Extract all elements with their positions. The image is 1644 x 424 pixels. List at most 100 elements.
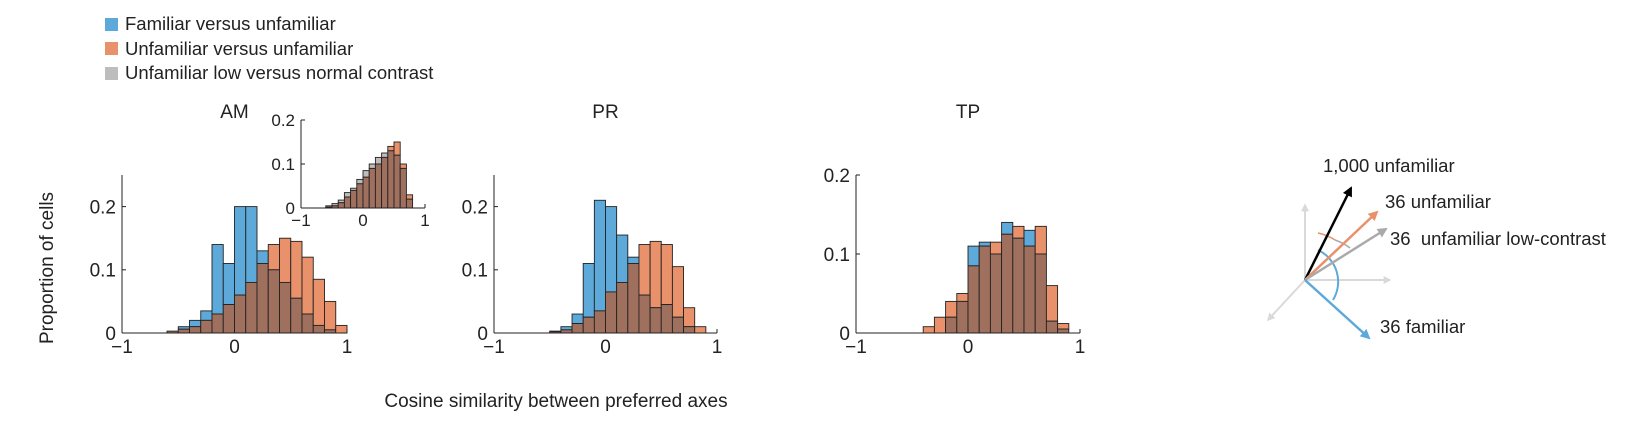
bar-overlap	[393, 154, 401, 209]
bar-unfamiliar	[933, 316, 947, 334]
panel-title: TP	[956, 102, 980, 123]
bar-overlap	[571, 323, 584, 334]
bar-unfamiliar	[638, 244, 651, 296]
bar-unfamiliar	[312, 278, 325, 326]
legend-item-low-contrast: Unfamiliar low versus normal contrast	[105, 61, 433, 86]
bar-overlap	[978, 245, 991, 334]
bar-overlap	[989, 253, 1003, 334]
x-axis-label: Cosine similarity between preferred axes	[384, 391, 727, 412]
y-tick-label: 0.2	[90, 197, 116, 218]
x-tick-label: −1	[291, 211, 310, 230]
legend-label-low-contrast: Unfamiliar low versus normal contrast	[125, 62, 434, 83]
legend-swatch-unfamiliar	[105, 42, 118, 56]
arrow-36-familiar	[1304, 279, 1371, 340]
arrow-label-36-low-contrast: 36 unfamiliar low-contrast	[1390, 228, 1606, 249]
bar-low-contrast	[368, 163, 376, 169]
bar-overlap	[627, 263, 640, 334]
bar-overlap	[211, 313, 224, 334]
bar-familiar	[222, 263, 235, 306]
y-tick-label: 0.2	[462, 197, 488, 218]
y-tick-label: 0.1	[462, 261, 488, 282]
bar-unfamiliar	[649, 240, 662, 309]
legend-item-unfamiliar: Unfamiliar versus unfamiliar	[105, 37, 433, 62]
bar-overlap	[301, 313, 314, 334]
y-tick-label: 0	[477, 324, 488, 345]
bar-unfamiliar	[301, 256, 314, 315]
bar-overlap	[356, 183, 364, 209]
bar-overlap	[374, 163, 383, 209]
legend: Familiar versus unfamiliar Unfamiliar ve…	[105, 12, 433, 86]
bar-unfamiliar	[393, 141, 401, 156]
bar-overlap	[177, 328, 190, 334]
bar-low-contrast	[381, 152, 389, 158]
bar-overlap	[337, 202, 345, 209]
bar-familiar	[627, 256, 640, 264]
y-axis-label: Proportion of cells	[37, 192, 58, 344]
bar-overlap	[312, 324, 325, 334]
bar-familiar	[571, 313, 584, 324]
arrow-36-unfamiliar	[1304, 210, 1379, 281]
bar-overlap	[362, 176, 370, 209]
bar-familiar	[616, 234, 629, 283]
bar-familiar	[967, 245, 980, 267]
bar-unfamiliar	[1045, 285, 1059, 322]
bar-overlap	[387, 150, 395, 209]
chart-panel-am-inset: −1 0 100.10.2	[271, 111, 429, 230]
x-tick-label: 0	[229, 337, 240, 358]
bar-overlap	[290, 297, 303, 334]
bar-overlap	[234, 294, 247, 334]
panel-title: AM	[220, 102, 249, 123]
bar-overlap	[267, 269, 280, 334]
bar-overlap	[945, 316, 958, 334]
bar-overlap	[956, 300, 969, 334]
bar-overlap	[222, 304, 235, 334]
y-tick-label: 0.1	[271, 155, 295, 174]
bar-familiar	[605, 206, 618, 293]
bar-unfamiliar	[267, 244, 280, 271]
chart-panel-am: −1 0 100.10.2AM	[90, 102, 353, 358]
bar-overlap	[616, 281, 629, 334]
legend-item-familiar: Familiar versus unfamiliar	[105, 12, 433, 37]
x-tick-label: 1	[712, 337, 723, 358]
bar-overlap	[683, 326, 696, 334]
bar-familiar	[211, 244, 224, 315]
bar-low-contrast	[374, 156, 383, 165]
y-tick-label: 0.1	[90, 261, 116, 282]
bar-unfamiliar	[660, 244, 673, 306]
bar-familiar	[1023, 229, 1036, 247]
bar-overlap	[368, 167, 376, 209]
arrow-36-low-contrast	[1304, 227, 1388, 282]
bar-overlap	[350, 189, 358, 209]
bar-familiar	[582, 263, 595, 318]
axis-schematic: 1,000 unfamiliar 36 unfamiliar 36 unfami…	[1266, 155, 1606, 340]
legend-swatch-familiar	[105, 17, 118, 31]
legend-label-unfamiliar: Unfamiliar versus unfamiliar	[125, 37, 354, 59]
x-tick-label: −1	[111, 337, 133, 358]
bar-unfamiliar	[671, 266, 685, 318]
bar-unfamiliar	[387, 145, 395, 152]
bar-overlap	[381, 156, 389, 209]
y-tick-label: 0	[105, 324, 116, 345]
bar-unfamiliar	[399, 163, 407, 169]
bar-unfamiliar	[1034, 225, 1047, 255]
bar-overlap	[256, 263, 269, 334]
y-tick-label: 0	[839, 324, 850, 345]
bar-familiar	[189, 319, 202, 328]
bar-familiar	[234, 206, 247, 296]
bar-overlap	[1001, 233, 1014, 334]
bar-overlap	[967, 265, 980, 334]
bar-overlap	[582, 316, 595, 334]
bar-overlap	[1034, 253, 1047, 334]
bar-overlap	[189, 326, 202, 334]
bar-overlap	[593, 310, 606, 334]
bar-familiar	[245, 206, 258, 283]
y-tick-label: 0	[286, 199, 295, 218]
bar-overlap	[245, 281, 258, 334]
y-tick-label: 0.1	[824, 245, 850, 266]
x-tick-label: −1	[483, 337, 505, 358]
arrow-1000-unfamiliar	[1303, 186, 1353, 281]
bar-overlap	[605, 291, 618, 334]
bar-overlap	[1012, 237, 1025, 334]
bar-overlap	[660, 304, 673, 334]
bar-familiar	[593, 199, 606, 312]
